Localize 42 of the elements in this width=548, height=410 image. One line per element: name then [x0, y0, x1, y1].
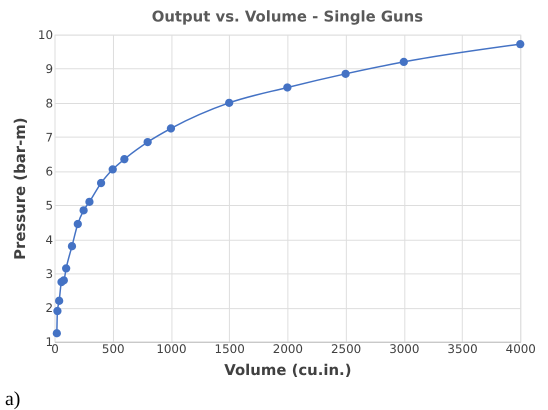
point	[96, 178, 106, 188]
x-tick-label: 2500	[330, 342, 362, 356]
x-tick-label: 4000	[506, 342, 536, 356]
y-tick-label: 3	[45, 266, 54, 281]
x-tick-label: 500	[102, 342, 125, 356]
y-tick-label: 1	[45, 335, 54, 350]
point	[225, 98, 234, 107]
point	[52, 329, 61, 338]
y-tick-label: 6	[45, 164, 54, 179]
x-tick-label: 0	[51, 342, 59, 356]
point	[400, 58, 408, 66]
point	[55, 296, 64, 305]
point	[79, 206, 88, 215]
y-tick-label: 2	[45, 301, 54, 316]
y-tick-label: 8	[45, 96, 54, 110]
x-tick-label: 2000	[272, 342, 303, 356]
chart-title: Output vs. Volume - Single Guns	[152, 8, 424, 26]
point	[120, 155, 129, 164]
point	[68, 242, 76, 250]
point	[166, 124, 176, 133]
x-tick-label: 1000	[156, 342, 187, 356]
text: a)	[4, 388, 20, 410]
point	[341, 70, 350, 78]
y-tick-label: 10	[38, 28, 54, 42]
x-tick-label: 3500	[447, 342, 478, 356]
point	[62, 264, 70, 273]
y-tick-label: 9	[45, 62, 54, 76]
x-tick-label: 1500	[214, 342, 245, 356]
y-tick-label: 7	[45, 130, 54, 144]
y-tick-label: 5	[45, 198, 54, 213]
y-tick-label: 4	[45, 232, 54, 247]
point	[60, 276, 68, 284]
point	[108, 165, 117, 174]
point	[283, 83, 292, 92]
x-axis-title: Volume (cu.in.)	[224, 360, 352, 379]
point	[53, 306, 62, 316]
point	[516, 40, 524, 48]
x-tick-label: 3000	[389, 342, 420, 356]
point	[74, 220, 82, 228]
y-axis-title: Pressure (bar-m)	[11, 117, 29, 260]
point	[144, 138, 152, 146]
point	[85, 198, 94, 206]
